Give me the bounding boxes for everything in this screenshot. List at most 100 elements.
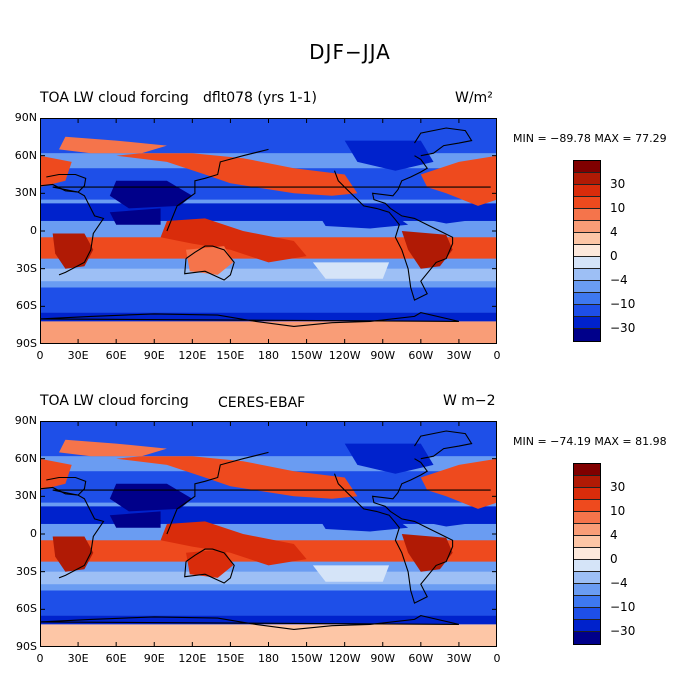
x-tick-label: 0	[493, 349, 501, 362]
y-tick-label: 90S	[16, 640, 37, 653]
colorbar-swatch	[574, 197, 600, 209]
y-tick-label: 90S	[16, 337, 37, 350]
colorbar-label: −10	[610, 600, 636, 614]
region-north-eurasia	[59, 439, 167, 457]
x-tick-label: 60E	[105, 349, 127, 362]
colorbar-swatch	[574, 620, 600, 632]
region-south-america	[401, 534, 453, 572]
band-antarctic-coast	[40, 312, 497, 322]
colorbar-swatch	[574, 281, 600, 293]
y-tick-label: 60N	[14, 148, 37, 162]
x-tick-label: 120W	[328, 349, 361, 362]
panel1-map	[40, 118, 497, 344]
region-europe	[40, 155, 72, 188]
region-north-pacific	[116, 153, 358, 196]
colorbar-swatch	[574, 233, 600, 245]
y-tick-label: 0	[30, 224, 37, 237]
coastline-6	[40, 312, 460, 327]
colorbar-swatch	[574, 536, 600, 548]
coastline-5	[414, 430, 473, 460]
colorbar-swatch	[574, 293, 600, 305]
x-tick-label: 90E	[143, 349, 165, 362]
region-south-america	[401, 231, 453, 269]
x-tick-label: 60W	[408, 652, 434, 665]
region-canada	[344, 443, 434, 474]
x-tick-label: 90E	[143, 652, 165, 665]
colorbar-swatch	[574, 476, 600, 488]
region-east-pacific-itcz	[319, 518, 409, 532]
region-north-atlantic	[420, 155, 497, 206]
band-sh-sub	[40, 571, 497, 585]
band-antarctica	[40, 624, 497, 647]
colorbar-swatch	[574, 572, 600, 584]
coastline-2	[166, 148, 269, 232]
region-east-pacific-itcz	[319, 215, 409, 229]
region-north-eurasia	[59, 136, 167, 154]
y-tick-label: 90N	[14, 414, 37, 427]
panel2-map	[40, 421, 497, 647]
y-tick-label: 30N	[14, 489, 37, 503]
x-tick-label: 120E	[178, 652, 207, 665]
coastline-4	[333, 155, 454, 301]
x-tick-label: 0	[36, 652, 44, 665]
region-north-pacific	[116, 456, 358, 499]
region-north-atlantic	[420, 458, 497, 509]
x-tick-label: 60E	[105, 652, 127, 665]
region-south-pacific-light	[312, 565, 390, 582]
x-tick-label: 30W	[446, 652, 472, 665]
x-tick-label: 150E	[216, 349, 245, 362]
panel2-minmax: MIN = −74.19 MAX = 81.98	[513, 435, 667, 448]
y-tick-label: 30S	[16, 564, 37, 578]
region-australia	[186, 549, 233, 578]
band-sh-sub	[40, 268, 497, 282]
region-australia	[186, 246, 233, 275]
y-tick-label: 0	[30, 527, 37, 540]
coastline-0	[52, 489, 491, 579]
x-tick-label: 120E	[178, 349, 207, 362]
colorbar-swatch	[574, 185, 600, 197]
x-tick-label: 180	[258, 652, 279, 665]
x-tick-label: 30E	[67, 652, 89, 665]
band-antarctica	[40, 321, 497, 344]
band-antarctic-coast	[40, 615, 497, 625]
y-tick-label: 30S	[16, 261, 37, 275]
region-atlantic-itcz	[420, 208, 485, 224]
colorbar-swatch	[574, 596, 600, 608]
coastline-2	[166, 451, 269, 535]
colorbar-swatch	[574, 608, 600, 620]
x-tick-label: 60W	[408, 349, 434, 362]
panel1-units: W/m²	[455, 90, 493, 106]
panel1-left-title: TOA LW cloud forcing	[40, 90, 189, 106]
region-europe	[40, 458, 72, 491]
region-tibet	[109, 180, 193, 209]
colorbar-label: 10	[610, 504, 626, 518]
colorbar-swatch	[574, 161, 600, 173]
colorbar-label: 30	[610, 177, 626, 191]
panel1-colorbar	[573, 160, 601, 342]
x-tick-label: 0	[36, 349, 44, 362]
x-tick-label: 90W	[370, 349, 396, 362]
colorbar-label: −30	[610, 624, 636, 638]
region-indian-ocean	[109, 511, 161, 528]
colorbar-swatch	[574, 221, 600, 233]
colorbar-swatch	[574, 488, 600, 500]
panel2-colorbar	[573, 463, 601, 645]
y-tick-label: 60S	[16, 299, 37, 313]
colorbar-label: 0	[610, 249, 618, 263]
coastline-1	[40, 173, 87, 193]
colorbar-swatch	[574, 257, 600, 269]
region-south-pacific-light	[312, 262, 390, 279]
colorbar-swatch	[574, 512, 600, 524]
region-southern-africa	[52, 233, 94, 269]
region-maritime-continent	[160, 218, 307, 263]
panel1-minmax: MIN = −89.78 MAX = 77.29	[513, 132, 667, 145]
colorbar-swatch	[574, 209, 600, 221]
coastline-1	[40, 476, 87, 496]
coastline-3	[184, 245, 235, 281]
x-tick-label: 90W	[370, 652, 396, 665]
band-southern-ocean	[40, 287, 497, 313]
coastline-4	[333, 458, 454, 604]
colorbar-label: −10	[610, 297, 636, 311]
region-indian-ocean	[109, 208, 161, 225]
colorbar-swatch	[574, 464, 600, 476]
